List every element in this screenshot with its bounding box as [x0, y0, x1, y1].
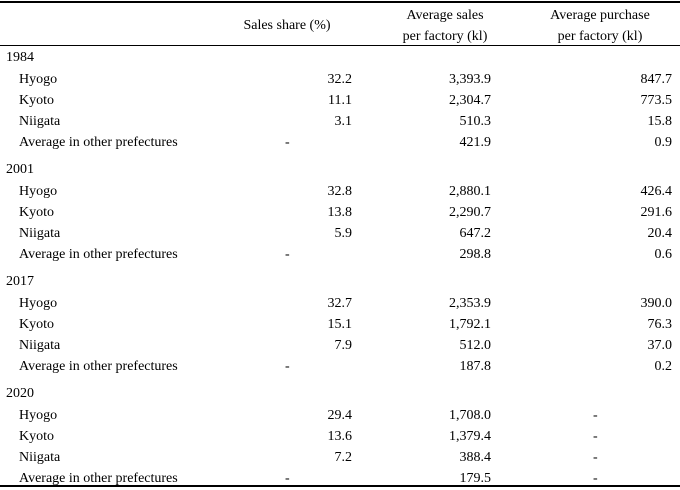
average-sales-cell: 388.4	[459, 450, 492, 465]
sales-share-cell: 13.6	[327, 429, 353, 444]
header-average-purchase-line1: Average purchase	[550, 8, 650, 23]
average-sales-cell: 3,393.9	[449, 72, 491, 87]
table-bottom-rule	[0, 485, 680, 487]
average-sales-cell: 298.8	[459, 247, 492, 262]
year-heading: 2001	[6, 162, 34, 177]
average-purchase-cell: 0.9	[654, 135, 673, 150]
table-row: Niigata 5.9 647.2 20.4	[0, 223, 680, 244]
row-name: Kyoto	[19, 93, 54, 108]
row-name: Average in other prefectures	[19, 247, 178, 262]
average-purchase-cell: -	[593, 471, 598, 486]
average-purchase-cell: 0.2	[654, 359, 673, 374]
row-name: Average in other prefectures	[19, 135, 178, 150]
average-purchase-cell: 291.6	[640, 205, 673, 220]
year-heading: 2017	[6, 274, 34, 289]
sales-share-cell: 3.1	[334, 114, 353, 129]
sales-share-cell: 32.8	[327, 184, 353, 199]
average-sales-cell: 2,880.1	[449, 184, 491, 199]
average-sales-cell: 512.0	[459, 338, 492, 353]
table-row: Hyogo 29.4 1,708.0 -	[0, 405, 680, 426]
average-sales-cell: 1,708.0	[449, 408, 491, 423]
table-row: Niigata 7.2 388.4 -	[0, 447, 680, 468]
sales-share-cell: -	[285, 247, 290, 262]
average-sales-cell: 1,792.1	[449, 317, 491, 332]
sales-share-cell: 7.9	[334, 338, 353, 353]
average-purchase-cell: 847.7	[640, 72, 673, 87]
table-row: Kyoto 13.8 2,290.7 291.6	[0, 202, 680, 223]
average-sales-cell: 2,353.9	[449, 296, 491, 311]
table-row: Hyogo 32.2 3,393.9 847.7	[0, 69, 680, 90]
table-row: Hyogo 32.7 2,353.9 390.0	[0, 293, 680, 314]
row-name: Average in other prefectures	[19, 359, 178, 374]
average-purchase-cell: 0.6	[654, 247, 673, 262]
average-sales-cell: 179.5	[459, 471, 492, 486]
average-sales-cell: 187.8	[459, 359, 492, 374]
header-average-sales-line1: Average sales	[406, 8, 484, 23]
average-purchase-cell: 76.3	[647, 317, 673, 332]
header-average-sales-line2: per factory (kl)	[402, 29, 488, 44]
year-heading: 2020	[6, 386, 34, 401]
table-row: Average in other prefectures - 298.8 0.6	[0, 244, 680, 265]
header-average-sales: Average sales per factory (kl)	[380, 5, 510, 47]
header-sales-share-label: Sales share (%)	[243, 18, 331, 33]
header-sales-share: Sales share (%)	[222, 15, 352, 36]
average-purchase-cell: 15.8	[647, 114, 673, 129]
sales-share-cell: 29.4	[327, 408, 353, 423]
row-name: Average in other prefectures	[19, 471, 178, 486]
table-row: Average in other prefectures - 179.5 -	[0, 468, 680, 489]
year-heading: 1984	[6, 50, 34, 65]
table-row: Average in other prefectures - 421.9 0.9	[0, 132, 680, 153]
row-name: Niigata	[19, 338, 61, 353]
row-name: Niigata	[19, 226, 61, 241]
row-name: Kyoto	[19, 205, 54, 220]
sales-share-cell: 13.8	[327, 205, 353, 220]
sales-share-cell: 5.9	[334, 226, 353, 241]
sales-share-cell: 7.2	[334, 450, 353, 465]
row-name: Hyogo	[19, 72, 58, 87]
average-sales-cell: 2,304.7	[449, 93, 491, 108]
average-purchase-cell: -	[593, 408, 598, 423]
average-purchase-cell: 37.0	[647, 338, 673, 353]
row-name: Hyogo	[19, 184, 58, 199]
sales-share-cell: 15.1	[327, 317, 353, 332]
table-row: Niigata 7.9 512.0 37.0	[0, 335, 680, 356]
sales-share-cell: 32.2	[327, 72, 353, 87]
average-purchase-cell: 390.0	[640, 296, 673, 311]
sales-share-cell: -	[285, 471, 290, 486]
sales-share-cell: -	[285, 359, 290, 374]
average-sales-cell: 2,290.7	[449, 205, 491, 220]
header-average-purchase: Average purchase per factory (kl)	[530, 5, 670, 47]
average-sales-cell: 1,379.4	[449, 429, 491, 444]
table-row: Average in other prefectures - 187.8 0.2	[0, 356, 680, 377]
row-name: Niigata	[19, 114, 61, 129]
average-sales-cell: 647.2	[459, 226, 492, 241]
table-row: Hyogo 32.8 2,880.1 426.4	[0, 181, 680, 202]
sales-share-cell: 32.7	[327, 296, 353, 311]
table-row: Kyoto 13.6 1,379.4 -	[0, 426, 680, 447]
header-average-purchase-line2: per factory (kl)	[557, 29, 643, 44]
average-purchase-cell: 773.5	[640, 93, 673, 108]
average-purchase-cell: 426.4	[640, 184, 673, 199]
row-name: Kyoto	[19, 429, 54, 444]
average-purchase-cell: -	[593, 429, 598, 444]
table-top-rule	[0, 1, 680, 3]
average-sales-cell: 510.3	[459, 114, 492, 129]
row-name: Niigata	[19, 450, 61, 465]
header-rule	[0, 45, 680, 46]
sales-share-cell: -	[285, 135, 290, 150]
row-name: Hyogo	[19, 408, 58, 423]
average-purchase-cell: -	[593, 450, 598, 465]
row-name: Kyoto	[19, 317, 54, 332]
table-row: Niigata 3.1 510.3 15.8	[0, 111, 680, 132]
sales-share-cell: 11.1	[328, 93, 352, 108]
row-name: Hyogo	[19, 296, 58, 311]
average-purchase-cell: 20.4	[647, 226, 673, 241]
table-row: Kyoto 15.1 1,792.1 76.3	[0, 314, 680, 335]
average-sales-cell: 421.9	[459, 135, 492, 150]
table-row: Kyoto 11.1 2,304.7 773.5	[0, 90, 680, 111]
